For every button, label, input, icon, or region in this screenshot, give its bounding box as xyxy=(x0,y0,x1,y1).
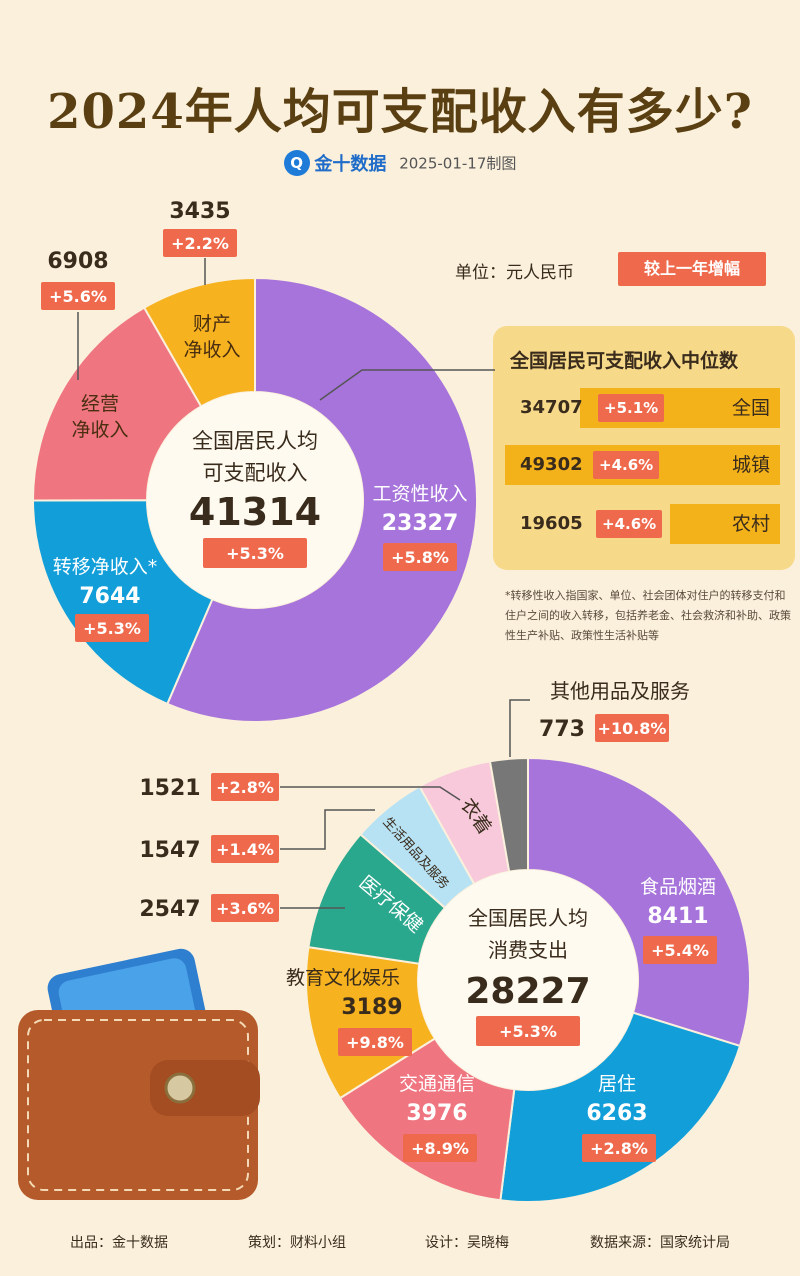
slice-change-property: +2.2% xyxy=(171,234,229,253)
slice-label-business: 经营 xyxy=(81,393,119,415)
slice-value-daily: 1547 xyxy=(139,838,200,863)
median-bar xyxy=(670,504,780,544)
slice-change-other-bg xyxy=(595,714,669,742)
center-label-line1: 全国居民人均 xyxy=(192,429,318,453)
donut-hole xyxy=(418,870,638,1090)
slice-change-housing-bg xyxy=(582,1134,656,1162)
slice-label-other: 其他用品及服务 xyxy=(550,679,690,703)
median-panel-title: 全国居民可支配收入中位数 xyxy=(510,350,739,372)
footer-producer: 出品：金十数据 xyxy=(70,1235,168,1251)
slice-change-transfer-bg xyxy=(75,614,149,642)
slice-label-food: 食品烟酒 xyxy=(640,876,716,898)
median-row-national: 34707 +5.1% 全国 xyxy=(508,388,780,428)
pie-slice xyxy=(31,499,214,706)
slice-value-housing: 6263 xyxy=(586,1101,647,1126)
center-label-line1: 全国居民人均 xyxy=(468,906,588,930)
slice-label-wage: 工资性收入 xyxy=(372,483,467,505)
slice-value-wage: 23327 xyxy=(382,511,459,536)
page-title: 2024年人均可支配收入有多少? xyxy=(47,84,753,140)
median-label: 城镇 xyxy=(731,454,770,476)
slice-change-education-bg xyxy=(338,1028,412,1056)
slice-change-food-bg xyxy=(643,936,717,964)
slice-label-business: 净收入 xyxy=(71,419,128,441)
center-total-change-bg xyxy=(203,538,307,568)
slice-change-business-bg xyxy=(41,282,115,310)
median-change-badge: +4.6% xyxy=(593,451,660,479)
center-total-change: +5.3% xyxy=(226,544,284,563)
center-total-value: 41314 xyxy=(189,490,321,534)
center-total-change: +5.3% xyxy=(499,1022,557,1041)
unit-label: 单位：元人民币 xyxy=(455,263,574,283)
brand-name: 金十数据 xyxy=(314,154,387,175)
slice-change-property-bg xyxy=(163,229,237,257)
yoy-legend: 较上一年增幅 xyxy=(618,252,766,286)
slice-change-wage-bg xyxy=(383,543,457,571)
slice-change-other: +10.8% xyxy=(598,719,667,738)
slice-change-transport-bg xyxy=(403,1134,477,1162)
slice-change-clothing: +2.8% xyxy=(216,778,274,797)
footer-planner: 策划：财料小组 xyxy=(248,1235,346,1251)
slice-value-transfer: 7644 xyxy=(79,584,140,609)
slice-change-transfer: +5.3% xyxy=(83,619,141,638)
slice-label-transport: 交通通信 xyxy=(399,1073,475,1095)
leader-line xyxy=(509,699,530,757)
slice-change-medical-bg xyxy=(211,894,279,922)
median-value: 49302 xyxy=(520,454,583,475)
center-total-value: 28227 xyxy=(465,971,590,1012)
donut-hole xyxy=(147,392,363,608)
slice-change-clothing-bg xyxy=(211,773,279,801)
slice-value-medical: 2547 xyxy=(139,897,200,922)
slice-value-food: 8411 xyxy=(647,904,708,929)
median-change-badge: +5.1% xyxy=(598,394,665,422)
slice-value-business: 6908 xyxy=(47,249,108,274)
slice-value-transport: 3976 xyxy=(406,1101,467,1126)
center-label-line2: 消费支出 xyxy=(488,938,568,962)
slice-value-other: 773 xyxy=(539,717,585,742)
leader-line xyxy=(319,369,495,401)
footnote: *转移性收入指国家、单位、社会团体对住户的转移支付和住户之间的收入转移，包括养老… xyxy=(505,589,791,642)
wallet-icon xyxy=(18,948,260,1200)
slice-change-medical: +3.6% xyxy=(216,899,274,918)
center-label-line2: 可支配收入 xyxy=(203,461,308,485)
slice-label-education: 教育文化娱乐 xyxy=(286,967,400,989)
median-label: 农村 xyxy=(731,513,770,535)
slice-label-property: 财产 xyxy=(193,313,231,335)
slice-change-wage: +5.8% xyxy=(391,548,449,567)
slice-label-property: 净收入 xyxy=(183,339,240,361)
median-value: 34707 xyxy=(520,397,583,418)
center-total-change-bg xyxy=(476,1016,580,1046)
leader-line xyxy=(280,786,461,801)
brand-row: Q 金十数据 2025-01-17制图 xyxy=(0,150,800,176)
date-note: 2025-01-17制图 xyxy=(399,154,517,173)
slice-change-business: +5.6% xyxy=(49,287,107,306)
slice-change-daily: +1.4% xyxy=(216,840,274,859)
median-value: 19605 xyxy=(520,513,583,534)
slice-change-transport: +8.9% xyxy=(411,1139,469,1158)
slice-value-property: 3435 xyxy=(169,199,230,224)
footer-designer: 设计：吴晓梅 xyxy=(425,1235,509,1251)
slice-change-housing: +2.8% xyxy=(590,1139,648,1158)
slice-change-education: +9.8% xyxy=(346,1033,404,1052)
slice-label-transfer: 转移净收入* xyxy=(53,556,158,578)
slice-change-food: +5.4% xyxy=(651,941,709,960)
median-label: 全国 xyxy=(731,397,770,419)
slice-change-daily-bg xyxy=(211,835,279,863)
slice-value-clothing: 1521 xyxy=(139,776,200,801)
median-row-urban: 49302 +4.6% 城镇 xyxy=(505,445,780,485)
leader-line xyxy=(280,809,375,850)
brand-logo-icon: Q xyxy=(283,150,310,176)
median-change-badge: +4.6% xyxy=(596,510,663,538)
median-row-rural: 19605 +4.6% 农村 xyxy=(508,504,780,544)
slice-value-education: 3189 xyxy=(341,995,402,1020)
slice-label-housing: 居住 xyxy=(598,1073,636,1095)
footer-source: 数据来源：国家统计局 xyxy=(590,1235,730,1251)
